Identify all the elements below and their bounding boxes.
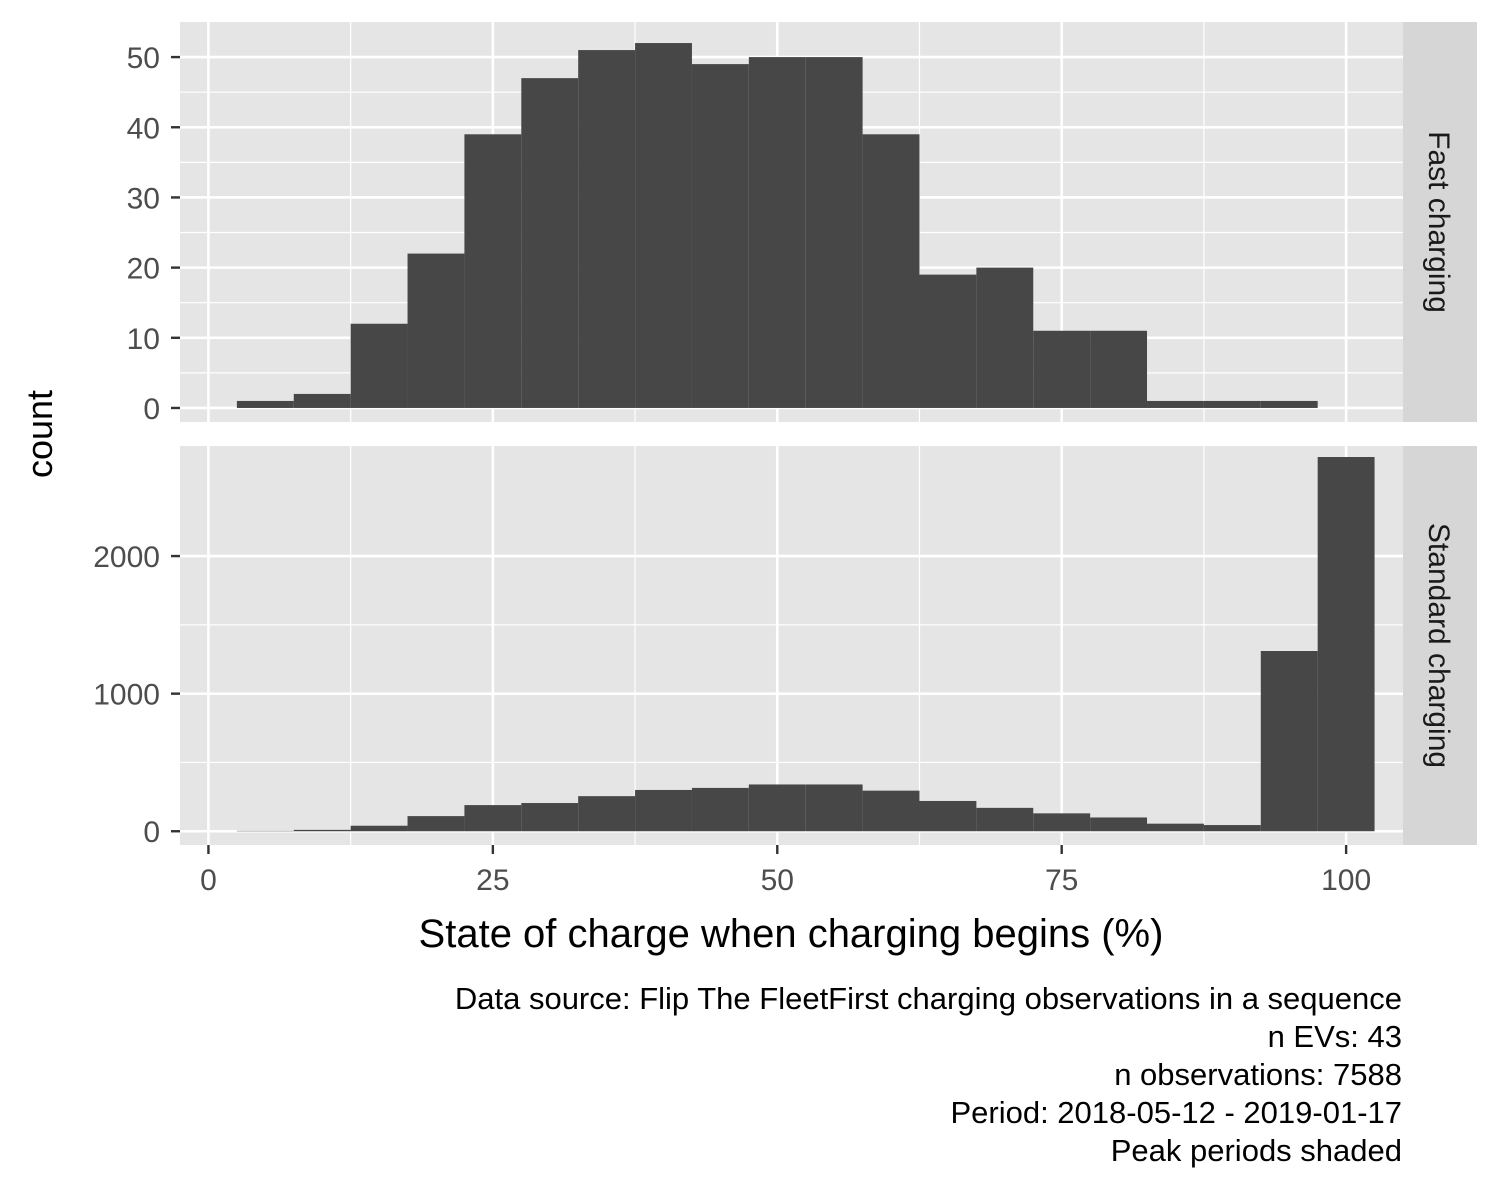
histogram-bar [919, 274, 977, 408]
caption-line-n-observations: n observations: 7588 [1114, 1057, 1402, 1092]
histogram-bar [464, 134, 522, 408]
histogram-bar [635, 789, 692, 832]
histogram-bar [1147, 823, 1204, 832]
histogram-bar [805, 57, 863, 408]
histogram-bar [919, 800, 977, 832]
y-tick-label: 50 [127, 42, 160, 75]
y-tick-label: 0 [143, 816, 160, 849]
histogram-bar [1090, 330, 1148, 408]
y-tick-label: 0 [143, 393, 160, 426]
x-tick-label: 50 [761, 864, 794, 897]
histogram-bar [293, 829, 351, 832]
histogram-bar [236, 400, 294, 408]
histogram-bar [1033, 813, 1091, 832]
histogram-bar [635, 43, 692, 408]
x-tick-label: 100 [1321, 864, 1371, 897]
histogram-bar [407, 816, 465, 832]
histogram-bar [976, 807, 1034, 832]
histogram-bar [1203, 400, 1261, 408]
histogram-bar [1260, 651, 1318, 832]
histogram-bar [578, 796, 636, 832]
histogram-bar [1090, 817, 1148, 832]
histogram-bar [464, 805, 522, 832]
histogram-bar [748, 784, 806, 832]
panel-2: 0 1000 2000 Standard charging [93, 446, 1477, 849]
x-tick-label: 75 [1045, 864, 1078, 897]
caption-line-source: Data source: Flip The FleetFirst chargin… [454, 981, 1402, 1016]
y-tick-label: 30 [127, 182, 160, 215]
facet-strip-label: Standard charging [1422, 523, 1455, 768]
histogram-bar [748, 57, 806, 408]
histogram-bar [350, 323, 408, 408]
histogram-bar [407, 253, 465, 408]
histogram-bar [293, 393, 351, 408]
x-axis-title: State of charge when charging begins (%) [419, 912, 1164, 956]
caption-line-note: Peak periods shaded [1110, 1133, 1402, 1168]
histogram-bar [691, 64, 749, 408]
histogram-bar [1260, 400, 1318, 408]
panel-background [180, 446, 1403, 845]
facet-strip [1403, 446, 1477, 845]
caption-line-n-evs: n EVs: 43 [1267, 1019, 1402, 1054]
histogram-bar [976, 267, 1034, 408]
histogram-bar [862, 790, 920, 832]
histogram-bar [521, 78, 579, 408]
y-tick-label: 40 [127, 112, 160, 145]
histogram-bar [805, 784, 863, 832]
x-tick-label: 25 [476, 864, 509, 897]
histogram-bar [350, 825, 408, 832]
histogram-bar [578, 50, 636, 408]
histogram-bar [1033, 330, 1091, 408]
y-tick-label: 2000 [93, 541, 160, 574]
histogram-bar [521, 803, 579, 832]
histogram-bar [691, 787, 749, 832]
histogram-bar [1147, 400, 1204, 408]
y-tick-label: 20 [127, 253, 160, 286]
caption-line-period: Period: 2018-05-12 - 2019-01-17 [950, 1095, 1402, 1130]
x-tick-label: 0 [200, 864, 217, 897]
y-axis-title: count [19, 390, 60, 478]
facet-strip-label: Fast charging [1422, 131, 1455, 313]
y-tick-label: 10 [127, 323, 160, 356]
caption: Data source: Flip The FleetFirst chargin… [102, 980, 1402, 1170]
facet-strip [1403, 22, 1477, 422]
histogram-bar [862, 134, 920, 408]
panel-1: 0 10 20 30 40 50 Fast charging [127, 22, 1477, 426]
histogram-bar [1203, 825, 1261, 832]
histogram-bar [1317, 457, 1375, 832]
y-tick-label: 1000 [93, 679, 160, 712]
